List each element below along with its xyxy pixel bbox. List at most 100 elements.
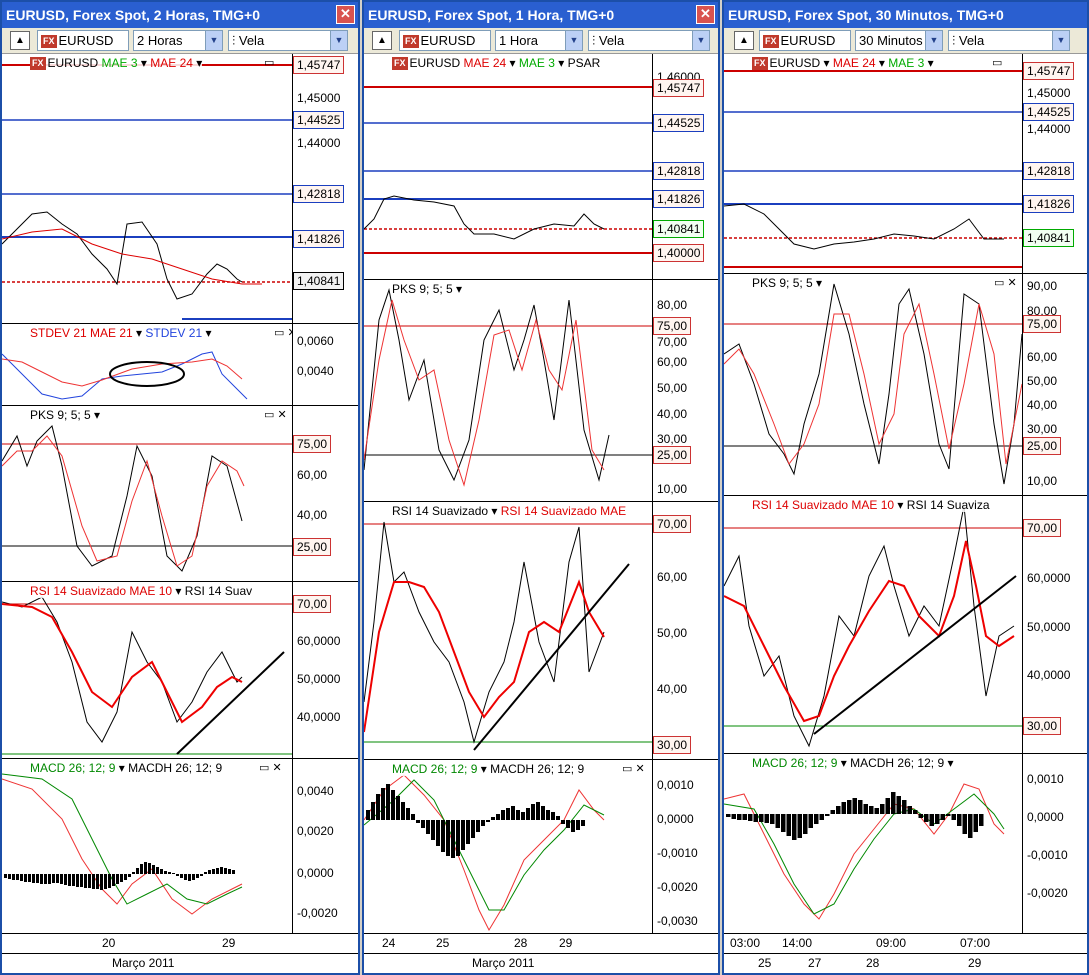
price-tag: 1,45747 (293, 56, 345, 74)
macd-signal-line (2, 773, 243, 905)
macd-histogram-bar (863, 804, 868, 814)
time-axis: 24 25 28 29 Março 2011 (364, 933, 718, 973)
axis-tick: 0,0040 (297, 364, 334, 378)
macd-line (364, 774, 605, 932)
macd-histogram-bar (496, 814, 500, 820)
macd-histogram-bar (536, 802, 540, 820)
macd-histogram-bar (100, 874, 103, 890)
macd-histogram-bar (957, 814, 962, 826)
macd-histogram-bar (216, 868, 219, 874)
chevron-down-icon: ▼ (205, 31, 222, 50)
macd-histogram-bar (20, 874, 23, 881)
interval-select[interactable]: 1 Hora ▼ (495, 30, 583, 51)
macd-histogram-bar (88, 874, 91, 888)
symbol-field[interactable]: FX EURUSD (37, 30, 129, 51)
macd-histogram-bar (12, 874, 15, 880)
maximize-icon[interactable]: ▭ (992, 57, 1003, 69)
indicator-axis: 80,00 75,00 70,00 60,00 50,00 40,00 30,0… (652, 280, 718, 501)
macd-histogram-bar (72, 874, 75, 886)
indicator-legend: STDEV 21 MAE 21 ▾ STDEV 21 ▾ (30, 326, 212, 340)
axis-tick: 50,00 (1027, 374, 1058, 388)
axis-tick: 60,0000 (1027, 571, 1071, 585)
macd-histogram-bar (28, 874, 31, 882)
macd-panel: MACD 26; 12; 9 ▾ MACDH 26; 12; 9 ▾ 0,001… (724, 754, 1087, 937)
close-icon[interactable]: ▭ ✕ (994, 277, 1017, 289)
macd-histogram-bar (406, 808, 410, 820)
interval-select[interactable]: 2 Horas ▼ (133, 30, 223, 51)
axis-tick: -0,0020 (1027, 886, 1068, 900)
macd-histogram-bar (212, 869, 215, 874)
collapse-button[interactable]: ▲ (734, 31, 754, 50)
symbol-field[interactable]: FX EURUSD (759, 30, 851, 51)
rsi-line (724, 505, 1015, 748)
collapse-button[interactable]: ▲ (10, 31, 30, 50)
price-legend: FX EURUSD ▾ MAE 24 ▾ MAE 3 ▾ (752, 56, 934, 71)
axis-tick: 60,00 (657, 355, 688, 369)
price-tag: 1,45747 (1023, 62, 1075, 80)
macd-histogram-bar (32, 874, 35, 883)
macd-histogram-bar (188, 874, 191, 881)
macd-histogram-bar (566, 820, 570, 828)
price-panel: FX EURUSD MAE 24 ▾ MAE 3 ▾ PSAR 1,46000 1… (364, 54, 718, 280)
pks-d-line (2, 435, 245, 567)
macd-histogram-bar (836, 806, 841, 814)
candlestick-icon: ⫶ (232, 33, 239, 48)
macd-line (2, 778, 243, 915)
macd-histogram-bar (411, 814, 415, 820)
macd-histogram-bar (501, 810, 505, 820)
chart-window-1h: EURUSD, Forex Spot, 1 Hora, TMG+0 ✕ ▲ FX… (362, 0, 720, 975)
close-icon[interactable]: ▭ ✕ (264, 409, 287, 421)
macd-histogram-bar (869, 806, 874, 814)
collapse-button[interactable]: ▲ (372, 31, 392, 50)
close-icon[interactable]: ✕ (696, 5, 715, 24)
macd-histogram-bar (112, 874, 115, 886)
macd-histogram-bar (786, 814, 791, 836)
axis-tick: -0,0010 (657, 846, 698, 860)
indicator-legend: PKS 9; 5; 5 ▾ (752, 276, 823, 290)
macd-histogram-bar (44, 874, 47, 884)
macd-histogram-bar (60, 874, 63, 884)
axis-tick: 0,0020 (297, 824, 334, 838)
macd-histogram-bar (858, 800, 863, 814)
macd-histogram-bar (96, 874, 99, 889)
macd-histogram-bar (220, 867, 223, 874)
macd-histogram-bar (451, 820, 455, 858)
close-icon[interactable]: ▭ ✕ (274, 327, 297, 339)
axis-tick: -0,0030 (657, 914, 698, 928)
axis-tick: 50,0000 (1027, 620, 1071, 634)
macd-histogram-bar (753, 814, 758, 822)
macd-histogram-bar (232, 870, 235, 874)
price-panel: FX EURUSD ▾ MAE 24 ▾ MAE 3 ▾ ▭ 1,45747 1,… (724, 54, 1087, 274)
axis-tick: -0,0020 (657, 880, 698, 894)
level-tag: 25,00 (1023, 437, 1062, 455)
macd-histogram-bar (476, 820, 480, 832)
macd-histogram-bar (491, 817, 495, 820)
macd-plot (724, 783, 1005, 920)
style-select[interactable]: ⫶ Vela ▼ (228, 30, 348, 51)
macd-histogram-bar (172, 873, 175, 874)
style-select[interactable]: ⫶ Vela ▼ (588, 30, 710, 51)
close-icon[interactable]: ✕ (336, 5, 355, 24)
axis-tick: 80,00 (1027, 304, 1058, 318)
pks-plot (364, 288, 652, 487)
macd-histogram-bar (456, 820, 460, 856)
macd-histogram (366, 784, 585, 858)
maximize-icon[interactable]: ▭ (264, 57, 275, 69)
macd-histogram-bar (446, 820, 450, 856)
axis-tick: 50,00 (657, 626, 688, 640)
time-label: 07:00 (960, 936, 991, 950)
macd-histogram-bar (742, 814, 747, 820)
style-select[interactable]: ⫶ Vela ▼ (948, 30, 1070, 51)
interval-select[interactable]: 30 Minutos ▼ (855, 30, 943, 51)
macd-histogram-bar (76, 874, 79, 887)
price-tag: 1,40841 (293, 272, 345, 290)
chart-toolbar: ▲ FX EURUSD 1 Hora ▼ ⫶ Vela ▼ (364, 28, 718, 54)
close-icon[interactable]: ▭ ✕ (622, 763, 645, 775)
macd-histogram-bar (731, 814, 736, 819)
macd-histogram-bar (431, 820, 435, 840)
indicator-axis: 70,00 60,00 50,00 40,00 30,00 (652, 502, 718, 759)
close-icon[interactable]: ▭ ✕ (259, 762, 282, 774)
symbol-field[interactable]: FX EURUSD (399, 30, 491, 51)
level-tag: 25,00 (653, 446, 692, 464)
axis-tick: 10,00 (1027, 474, 1058, 488)
